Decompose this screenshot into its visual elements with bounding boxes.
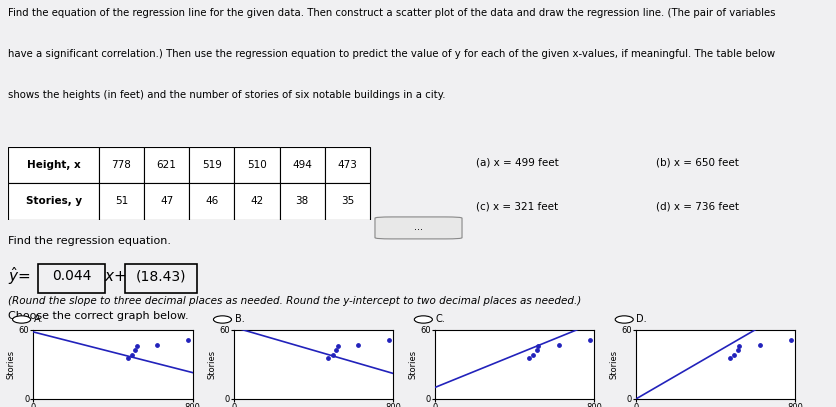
Text: $x$+: $x$+ <box>100 269 129 284</box>
Point <box>783 337 797 344</box>
Text: (d) x = 736 feet: (d) x = 736 feet <box>655 201 738 212</box>
Point <box>526 352 539 358</box>
Bar <box>99 147 144 183</box>
Point <box>128 347 141 354</box>
Point <box>330 343 344 349</box>
Bar <box>99 183 144 220</box>
Y-axis label: Stories: Stories <box>207 350 217 379</box>
Point <box>730 347 743 354</box>
Circle shape <box>414 316 432 323</box>
Y-axis label: Stories: Stories <box>408 350 417 379</box>
FancyBboxPatch shape <box>125 264 196 293</box>
Text: 47: 47 <box>160 197 173 206</box>
Point <box>130 343 143 349</box>
Point <box>125 352 138 358</box>
Bar <box>8 147 99 183</box>
Text: (c) x = 321 feet: (c) x = 321 feet <box>476 201 558 212</box>
Text: 35: 35 <box>340 197 354 206</box>
Point <box>382 337 395 344</box>
Bar <box>279 147 324 183</box>
Bar <box>324 147 370 183</box>
Y-axis label: Stories: Stories <box>7 350 16 379</box>
Text: (a) x = 499 feet: (a) x = 499 feet <box>476 158 558 168</box>
Point <box>522 355 535 362</box>
Text: Stories, y: Stories, y <box>25 197 82 206</box>
Text: Choose the correct graph below.: Choose the correct graph below. <box>8 311 189 321</box>
Text: A.: A. <box>33 315 43 324</box>
Point <box>722 355 736 362</box>
Point <box>732 343 745 349</box>
Circle shape <box>614 316 633 323</box>
Point <box>583 337 596 344</box>
Point <box>150 341 163 348</box>
Text: (Round the slope to three decimal places as needed. Round the y-intercept to two: (Round the slope to three decimal places… <box>8 295 581 306</box>
Bar <box>279 183 324 220</box>
Text: 38: 38 <box>295 197 308 206</box>
Text: (b) x = 650 feet: (b) x = 650 feet <box>655 158 738 168</box>
Text: C.: C. <box>435 315 445 324</box>
Point <box>350 341 364 348</box>
Text: 51: 51 <box>115 197 128 206</box>
Text: Find the regression equation.: Find the regression equation. <box>8 236 171 246</box>
Bar <box>324 183 370 220</box>
Text: 778: 778 <box>111 160 131 170</box>
Circle shape <box>213 316 232 323</box>
Y-axis label: Stories: Stories <box>609 350 618 379</box>
Text: B.: B. <box>234 315 244 324</box>
Text: 510: 510 <box>247 160 267 170</box>
Text: 519: 519 <box>201 160 222 170</box>
Text: 621: 621 <box>156 160 176 170</box>
Text: 473: 473 <box>337 160 357 170</box>
Text: 46: 46 <box>205 197 218 206</box>
Text: Find the equation of the regression line for the given data. Then construct a sc: Find the equation of the regression line… <box>8 8 775 18</box>
Point <box>529 347 543 354</box>
Circle shape <box>13 316 31 323</box>
Bar <box>189 183 234 220</box>
Bar <box>234 183 279 220</box>
Text: ...: ... <box>414 222 422 232</box>
Point <box>325 352 339 358</box>
Bar <box>234 147 279 183</box>
Text: 0.044: 0.044 <box>52 269 91 283</box>
Bar <box>189 147 234 183</box>
Point <box>321 355 334 362</box>
Bar <box>8 183 99 220</box>
Bar <box>144 183 189 220</box>
Text: (18.43): (18.43) <box>135 269 186 283</box>
Point <box>329 347 342 354</box>
FancyBboxPatch shape <box>375 217 461 239</box>
Text: 494: 494 <box>292 160 312 170</box>
Point <box>726 352 740 358</box>
Point <box>551 341 564 348</box>
Point <box>752 341 765 348</box>
Text: shows the heights (in feet) and the number of stories of six notable buildings i: shows the heights (in feet) and the numb… <box>8 90 446 100</box>
Text: 42: 42 <box>250 197 263 206</box>
Text: D.: D. <box>635 315 646 324</box>
Point <box>531 343 544 349</box>
Text: $\hat{y}$=: $\hat{y}$= <box>8 265 33 287</box>
Point <box>120 355 134 362</box>
Text: have a significant correlation.) Then use the regression equation to predict the: have a significant correlation.) Then us… <box>8 49 775 59</box>
Bar <box>144 147 189 183</box>
FancyBboxPatch shape <box>38 264 105 293</box>
Point <box>181 337 195 344</box>
Text: Height, x: Height, x <box>27 160 80 170</box>
